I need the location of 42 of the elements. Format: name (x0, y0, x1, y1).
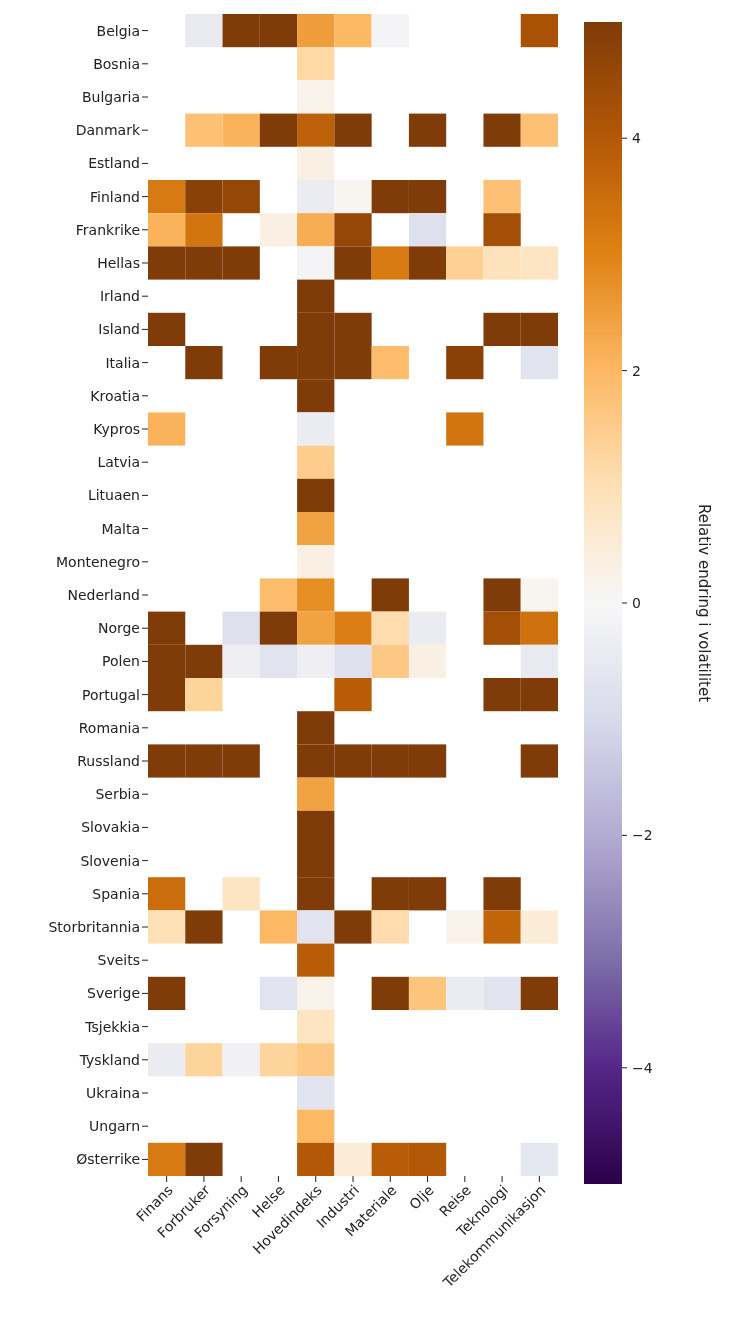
y-tick-label: Østerrike (76, 1151, 140, 1168)
y-tick-label: Latvia (97, 454, 140, 471)
y-tick-label: Tyskland (78, 1051, 140, 1068)
y-tick-label: Spania (92, 885, 140, 902)
y-tick-label: Tsjekkia (84, 1018, 140, 1035)
y-tick-label: Bosnia (93, 55, 140, 72)
y-tick-label: Island (98, 321, 140, 338)
y-tick-label: Russland (77, 752, 140, 769)
y-tick-label: Estland (88, 155, 140, 172)
y-tick-label: Lituaen (87, 487, 140, 504)
y-tick-label: Finland (89, 188, 140, 205)
y-tick-label: Italia (105, 354, 140, 371)
y-tick-label: Nederland (67, 586, 140, 603)
y-tick-label: Ukraina (85, 1084, 140, 1101)
y-tick-label: Montenegro (55, 553, 140, 570)
color-bar-title: Relativ endring i volatilitet (695, 503, 713, 703)
y-tick-label: Sverige (87, 985, 140, 1002)
color-bar-label: 2 (632, 362, 641, 379)
y-tick-label: Romania (78, 719, 140, 736)
y-tick-label: Kroatia (90, 387, 140, 404)
color-bar-label: −4 (632, 1059, 653, 1076)
y-tick-label: Hellas (97, 254, 140, 271)
y-tick-label: Slovenia (80, 852, 140, 869)
x-tick-label: Olje (405, 1181, 437, 1213)
y-tick-label: Storbritannia (48, 918, 140, 935)
y-tick-label: Belgia (96, 22, 140, 39)
y-tick-label: Malta (101, 520, 140, 537)
y-tick-label: Danmark (75, 122, 141, 139)
y-tick-label: Irland (99, 288, 140, 305)
y-tick-label: Slovakia (81, 819, 140, 836)
y-tick-label: Polen (102, 653, 140, 670)
color-bar-label: −2 (632, 827, 653, 844)
y-tick-label: Ungarn (89, 1118, 140, 1135)
y-tick-label: Kypros (93, 420, 140, 437)
y-tick-label: Bulgaria (81, 88, 140, 105)
color-bar-label: 0 (632, 594, 641, 611)
y-tick-label: Frankrike (75, 221, 140, 238)
y-tick-label: Sveits (97, 952, 140, 969)
y-tick-label: Serbia (95, 786, 140, 803)
y-tick-label: Portugal (82, 686, 140, 703)
color-bar-label: 4 (632, 130, 641, 147)
y-tick-label: Norge (97, 620, 140, 637)
